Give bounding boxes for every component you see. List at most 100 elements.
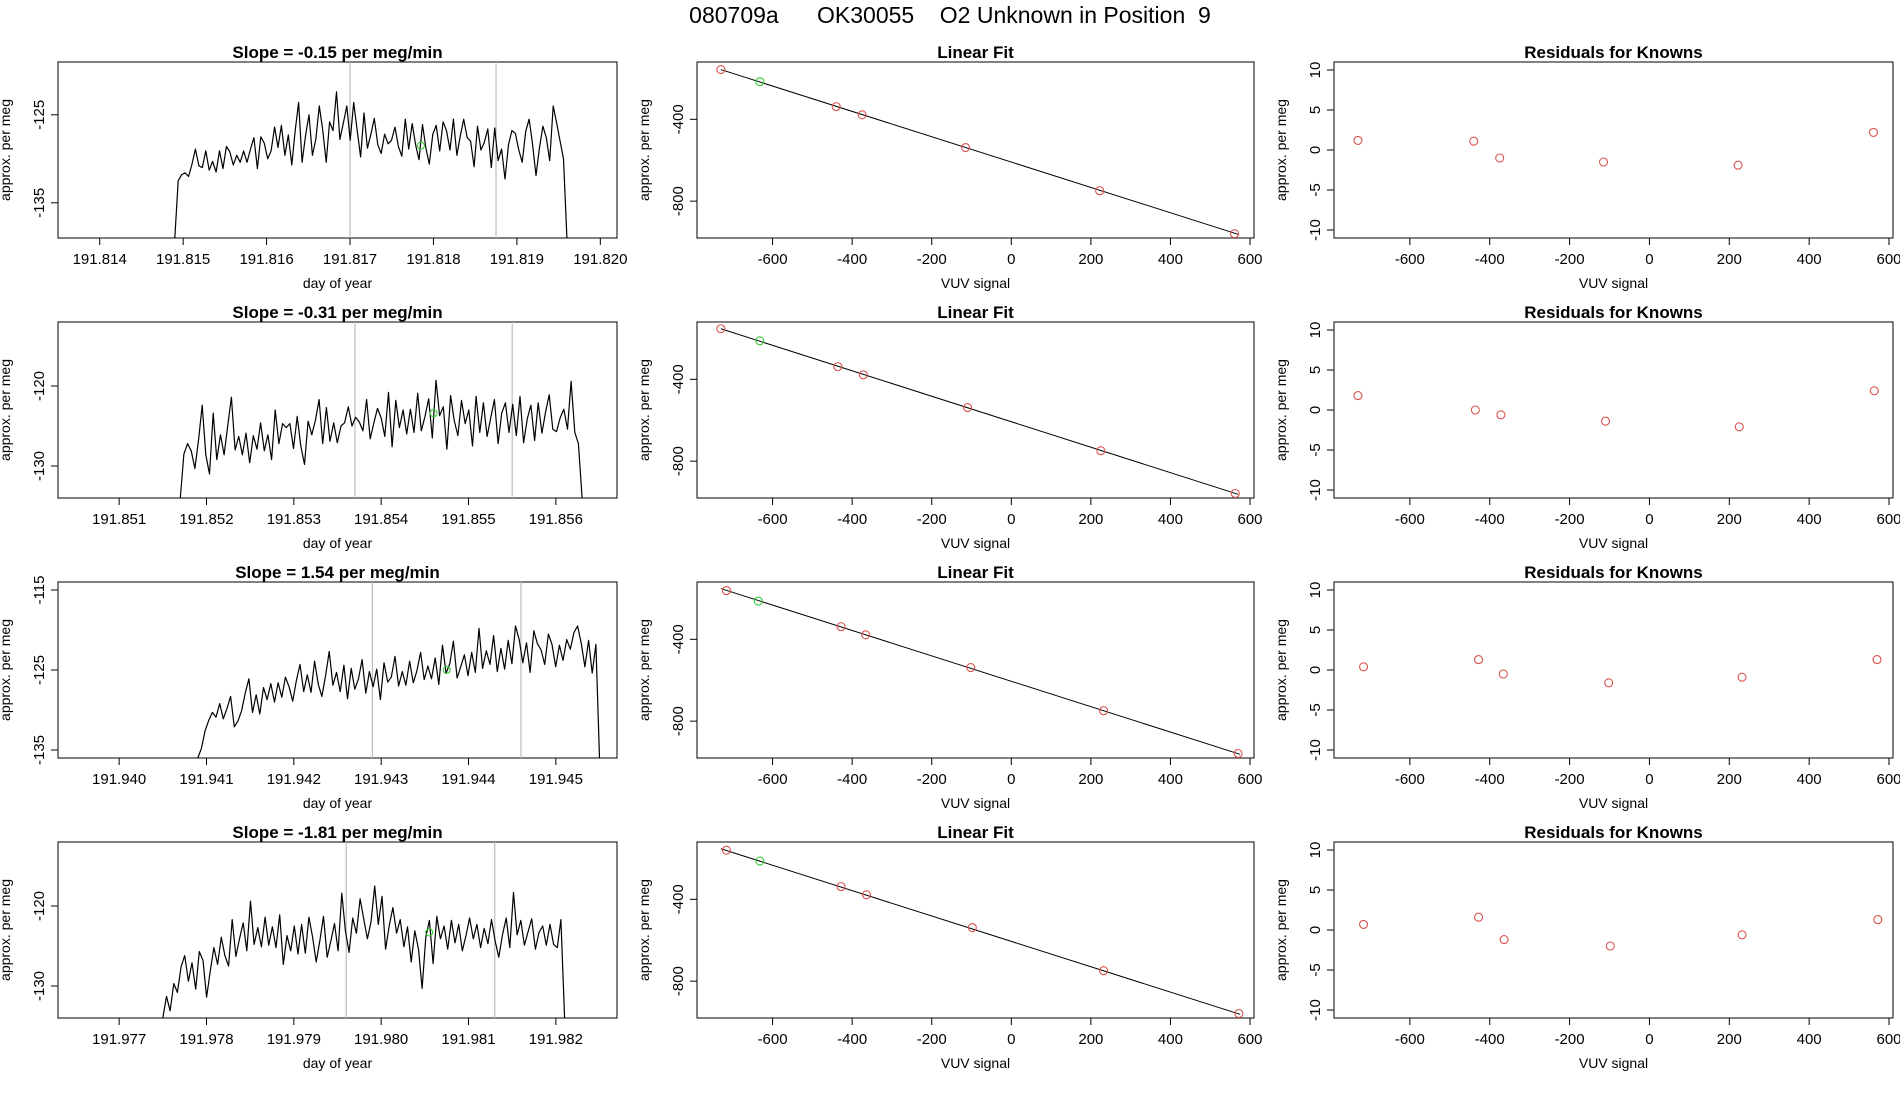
unknown-point <box>755 336 765 346</box>
plot-area <box>162 842 566 1018</box>
x-tick-label: 191.817 <box>323 251 377 268</box>
x-axis-label: VUV signal <box>1579 275 1648 291</box>
panel-r4-c3: Residuals for Knowns VUV signal approx. pe… <box>1273 823 1900 1071</box>
known-point <box>1358 919 1369 929</box>
x-tick-label: 200 <box>1078 511 1103 528</box>
y-tick-label: 5 <box>1307 886 1324 894</box>
known-point <box>716 324 726 334</box>
plot-area <box>716 324 1240 498</box>
plot-frame <box>696 61 1255 239</box>
x-axis-label: VUV signal <box>941 275 1010 291</box>
x-tick-label: -200 <box>917 1031 947 1048</box>
x-tick-label: 200 <box>1717 511 1742 528</box>
known-point <box>1733 160 1743 170</box>
known-point <box>721 845 731 855</box>
x-tick-label: 600 <box>1876 251 1900 268</box>
unknown-point <box>753 596 763 606</box>
y-tick-label: 0 <box>1307 146 1324 154</box>
x-tick-label: 191.982 <box>529 1031 583 1048</box>
panel-r2-c2: Linear Fit VUV signal approx. per meg -600 -… <box>636 303 1263 551</box>
x-axis-label: day of year <box>303 275 373 291</box>
panel-r3-c1: Slope = 1.54 per meg/min day of year appro… <box>0 563 618 811</box>
y-tick-label: 10 <box>1307 322 1324 339</box>
x-tick-label: 191.941 <box>179 771 233 788</box>
y-tick-label: -5 <box>1307 443 1324 456</box>
x-axis-label: VUV signal <box>941 795 1010 811</box>
known-point <box>1734 422 1744 432</box>
known-point <box>1498 669 1508 679</box>
x-tick-label: 200 <box>1717 771 1742 788</box>
plot-frame <box>57 321 618 499</box>
data-trace-line <box>179 379 583 498</box>
x-tick-label: 400 <box>1158 511 1183 528</box>
unknown-point <box>425 928 434 937</box>
y-tick-label: -130 <box>31 451 48 481</box>
plot-frame <box>57 61 618 239</box>
x-tick-label: 191.981 <box>441 1031 495 1048</box>
x-tick-label: 600 <box>1876 511 1900 528</box>
plot-frame <box>696 581 1255 759</box>
known-point <box>1473 912 1484 922</box>
plot-area <box>1358 655 1882 688</box>
panel-title: Linear Fit <box>937 823 1014 842</box>
known-point <box>961 142 971 153</box>
known-point <box>836 622 846 632</box>
x-axis-label: VUV signal <box>1579 535 1648 551</box>
known-point <box>1230 488 1240 498</box>
y-tick-label: -135 <box>31 735 48 765</box>
x-tick-label: -200 <box>917 771 947 788</box>
y-tick-label: 10 <box>1307 62 1324 79</box>
y-tick-label: -800 <box>670 446 687 476</box>
x-tick-label: -400 <box>1475 251 1505 268</box>
y-axis-label: approx. per meg <box>636 879 652 981</box>
x-tick-label: -600 <box>1395 511 1425 528</box>
panel-title: Slope = 1.54 per meg/min <box>235 563 440 582</box>
data-trace-line <box>174 91 568 238</box>
x-tick-label: 191.819 <box>490 251 544 268</box>
fit-line <box>720 328 1239 495</box>
y-tick-label: 0 <box>1307 406 1324 414</box>
plot-area <box>197 582 601 758</box>
panel-r1-c3: Residuals for Knowns VUV signal approx. pe… <box>1273 43 1900 291</box>
y-tick-label: -400 <box>670 624 687 654</box>
known-point <box>1099 966 1109 976</box>
y-tick-label: 5 <box>1307 366 1324 374</box>
known-point <box>831 102 841 112</box>
x-tick-label: -400 <box>837 251 867 268</box>
x-tick-label: -600 <box>758 251 788 268</box>
plot-frame <box>57 841 618 1019</box>
x-tick-label: 0 <box>1645 1031 1653 1048</box>
unknown-point <box>416 141 425 150</box>
plot-frame <box>696 321 1255 499</box>
x-tick-label: 400 <box>1797 511 1822 528</box>
y-tick-label: 10 <box>1307 582 1324 599</box>
x-tick-label: 191.814 <box>73 251 127 268</box>
x-tick-label: 191.855 <box>441 511 495 528</box>
x-tick-label: -400 <box>837 1031 867 1048</box>
x-tick-label: 600 <box>1238 511 1263 528</box>
panel-title: Residuals for Knowns <box>1524 823 1703 842</box>
y-tick-label: -400 <box>670 884 687 914</box>
unknown-point <box>755 77 765 87</box>
known-point <box>1499 935 1509 945</box>
x-tick-label: 191.978 <box>179 1031 233 1048</box>
panel-title: Residuals for Knowns <box>1524 563 1703 582</box>
x-axis-label: day of year <box>303 535 373 551</box>
panel-r2-c3: Residuals for Knowns VUV signal approx. pe… <box>1273 303 1900 551</box>
unknown-point <box>442 665 451 675</box>
x-tick-label: -200 <box>1555 511 1585 528</box>
y-tick-label: -125 <box>31 655 48 685</box>
x-tick-label: 200 <box>1078 771 1103 788</box>
panel-r3-c3: Residuals for Knowns VUV signal approx. pe… <box>1273 563 1900 811</box>
panel-title: Linear Fit <box>937 303 1014 322</box>
x-tick-label: -200 <box>1555 251 1585 268</box>
x-tick-label: 191.820 <box>573 251 627 268</box>
unknown-point <box>429 409 438 418</box>
y-tick-label: 0 <box>1307 666 1324 674</box>
known-point <box>1495 153 1505 163</box>
panel-r4-c2: Linear Fit VUV signal approx. per meg -600 -… <box>636 823 1263 1071</box>
x-tick-label: 0 <box>1645 771 1653 788</box>
x-tick-label: 191.945 <box>529 771 583 788</box>
x-tick-label: 191.856 <box>529 511 583 528</box>
